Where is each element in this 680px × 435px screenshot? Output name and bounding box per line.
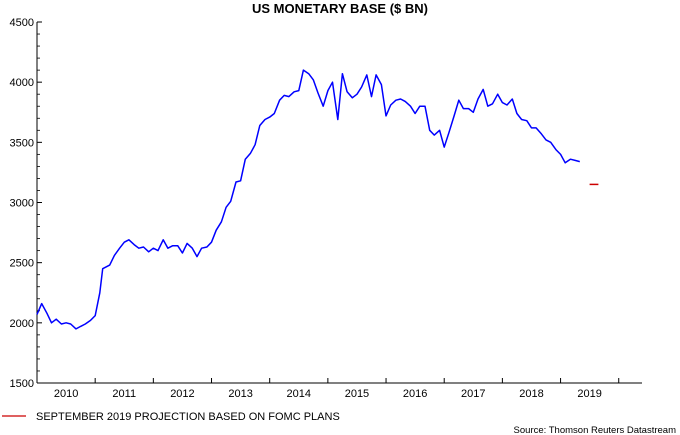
x-tick-label: 2013	[228, 388, 252, 400]
x-tick-label: 2017	[461, 388, 485, 400]
legend: SEPTEMBER 2019 PROJECTION BASED ON FOMC …	[2, 411, 340, 423]
y-tick-label: 2000	[10, 318, 34, 330]
source-note: Source: Thomson Reuters Datastream	[514, 425, 677, 435]
y-tick-label: 4500	[10, 17, 34, 29]
legend-label-projection: SEPTEMBER 2019 PROJECTION BASED ON FOMC …	[36, 411, 340, 423]
x-tick-label: 2016	[403, 388, 427, 400]
y-tick-label: 3500	[10, 137, 34, 149]
x-tick-label: 2010	[54, 388, 78, 400]
chart-title: US MONETARY BASE ($ BN)	[252, 1, 428, 16]
x-tick-label: 2011	[112, 388, 136, 400]
series-line-monetary-base	[36, 69, 580, 330]
y-tick-label: 1500	[10, 378, 34, 390]
x-tick-label: 2015	[345, 388, 369, 400]
y-tick-label: 3000	[10, 198, 34, 210]
x-tick-label: 2018	[519, 388, 543, 400]
y-tick-label: 2500	[10, 258, 34, 270]
x-tick-label: 2012	[170, 388, 194, 400]
plot-area: 1500 2000 2500 3000 3500 4000 4500 2010 2011 2012…	[10, 17, 642, 400]
x-tick-label: 2014	[287, 388, 311, 400]
x-tick-label: 2019	[577, 388, 601, 400]
y-tick-label: 4000	[10, 77, 34, 89]
